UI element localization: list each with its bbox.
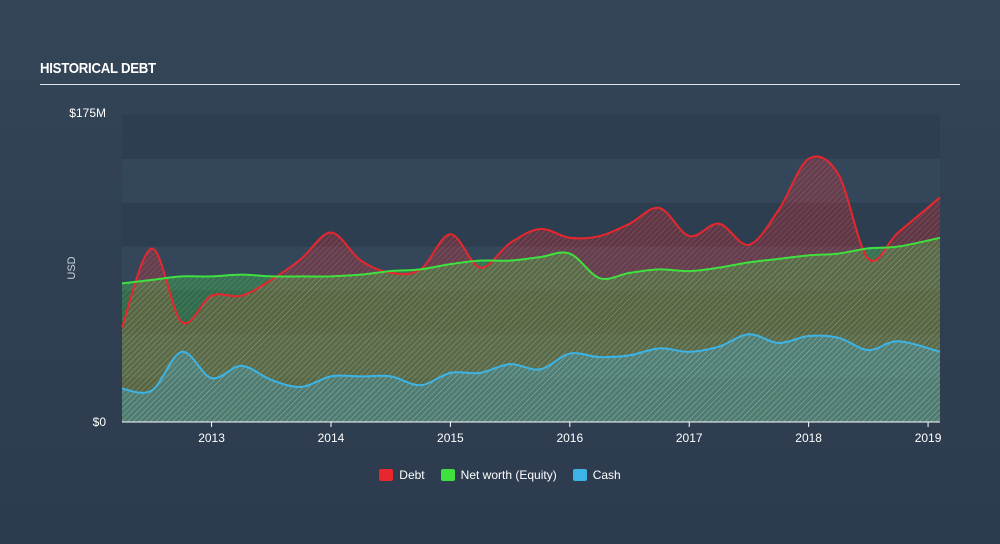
legend-item-cash: Cash	[572, 468, 621, 482]
legend-swatch-debt	[379, 469, 394, 481]
x-tick-label: 2013	[198, 431, 225, 445]
series-areas	[122, 156, 940, 422]
legend-swatch-net-worth-equity	[440, 469, 455, 481]
chart-title: HISTORICAL DEBT	[40, 60, 156, 77]
x-tick-label: 2019	[915, 431, 942, 445]
x-tick-label: 2018	[795, 431, 822, 445]
x-tick-label: 2014	[318, 431, 345, 445]
net-worth-equity-line	[121, 236, 941, 285]
title-divider	[40, 84, 960, 85]
legend-label-debt: Debt	[399, 468, 425, 482]
cash-line	[121, 333, 941, 394]
background-band	[122, 115, 940, 159]
axes: 2013 2014 2015 2016 2017 2018 2019 $0 $175M	[69, 106, 941, 445]
legend-label-net-worth-equity: Net worth (Equity)	[460, 468, 557, 482]
legend-label-cash: Cash	[592, 468, 621, 482]
legend-item-debt: Debt	[379, 468, 425, 482]
x-tick-label: 2017	[676, 431, 703, 445]
y-axis-label: USD	[66, 256, 78, 279]
y-tick-label-max: $175M	[69, 106, 106, 120]
legend-swatch-cash	[572, 469, 587, 481]
y-tick-label-min: $0	[93, 415, 107, 429]
debt-line	[121, 155, 941, 328]
legend-item-net-worth-equity: Net worth (Equity)	[440, 468, 557, 482]
x-tick-label: 2015	[437, 431, 464, 445]
series-lines	[121, 155, 941, 394]
cash-area-hatch	[122, 334, 940, 422]
x-tick-label: 2016	[556, 431, 583, 445]
legend: Debt Net worth (Equity) Cash	[0, 468, 1000, 482]
